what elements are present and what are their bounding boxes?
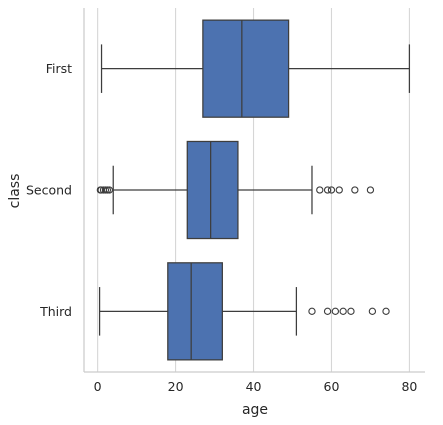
y-tick-label: Second [26,183,72,198]
outlier-point [335,186,343,194]
box-group-third [98,262,390,361]
box-group-first [100,19,411,118]
outlier-point [327,186,336,194]
outlier-point [368,307,377,315]
y-tick-labels: First Second Third [26,61,72,319]
x-tick-label: 60 [324,379,340,394]
outlier-point [105,186,113,194]
iqr-box [167,262,223,361]
x-tick-label: 40 [246,379,262,394]
outlier-point [366,186,375,194]
iqr-box [186,140,239,240]
iqr-box [202,19,290,118]
boxes-layer [96,19,411,361]
outlier-point [316,186,324,194]
x-tick-label: 80 [401,379,417,394]
x-axis-label: age [242,402,268,418]
outlier-point [331,307,340,315]
outlier-point [347,307,355,315]
outlier-point [382,307,390,315]
x-tick-label: 20 [168,379,184,394]
outlier-point [351,186,359,194]
x-tick-labels: 0 20 40 60 80 [94,379,418,394]
outlier-point [308,307,316,315]
outlier-point [323,186,332,194]
box-group-second [96,140,375,240]
y-tick-label: Third [39,304,72,319]
x-tick-label: 0 [94,379,102,394]
outlier-point [339,307,347,315]
outlier-point [101,186,110,194]
y-tick-label: First [46,61,72,76]
y-axis-label: class [7,174,23,209]
outlier-point [103,186,112,194]
axis-spines [83,8,425,373]
outlier-point [323,307,332,315]
